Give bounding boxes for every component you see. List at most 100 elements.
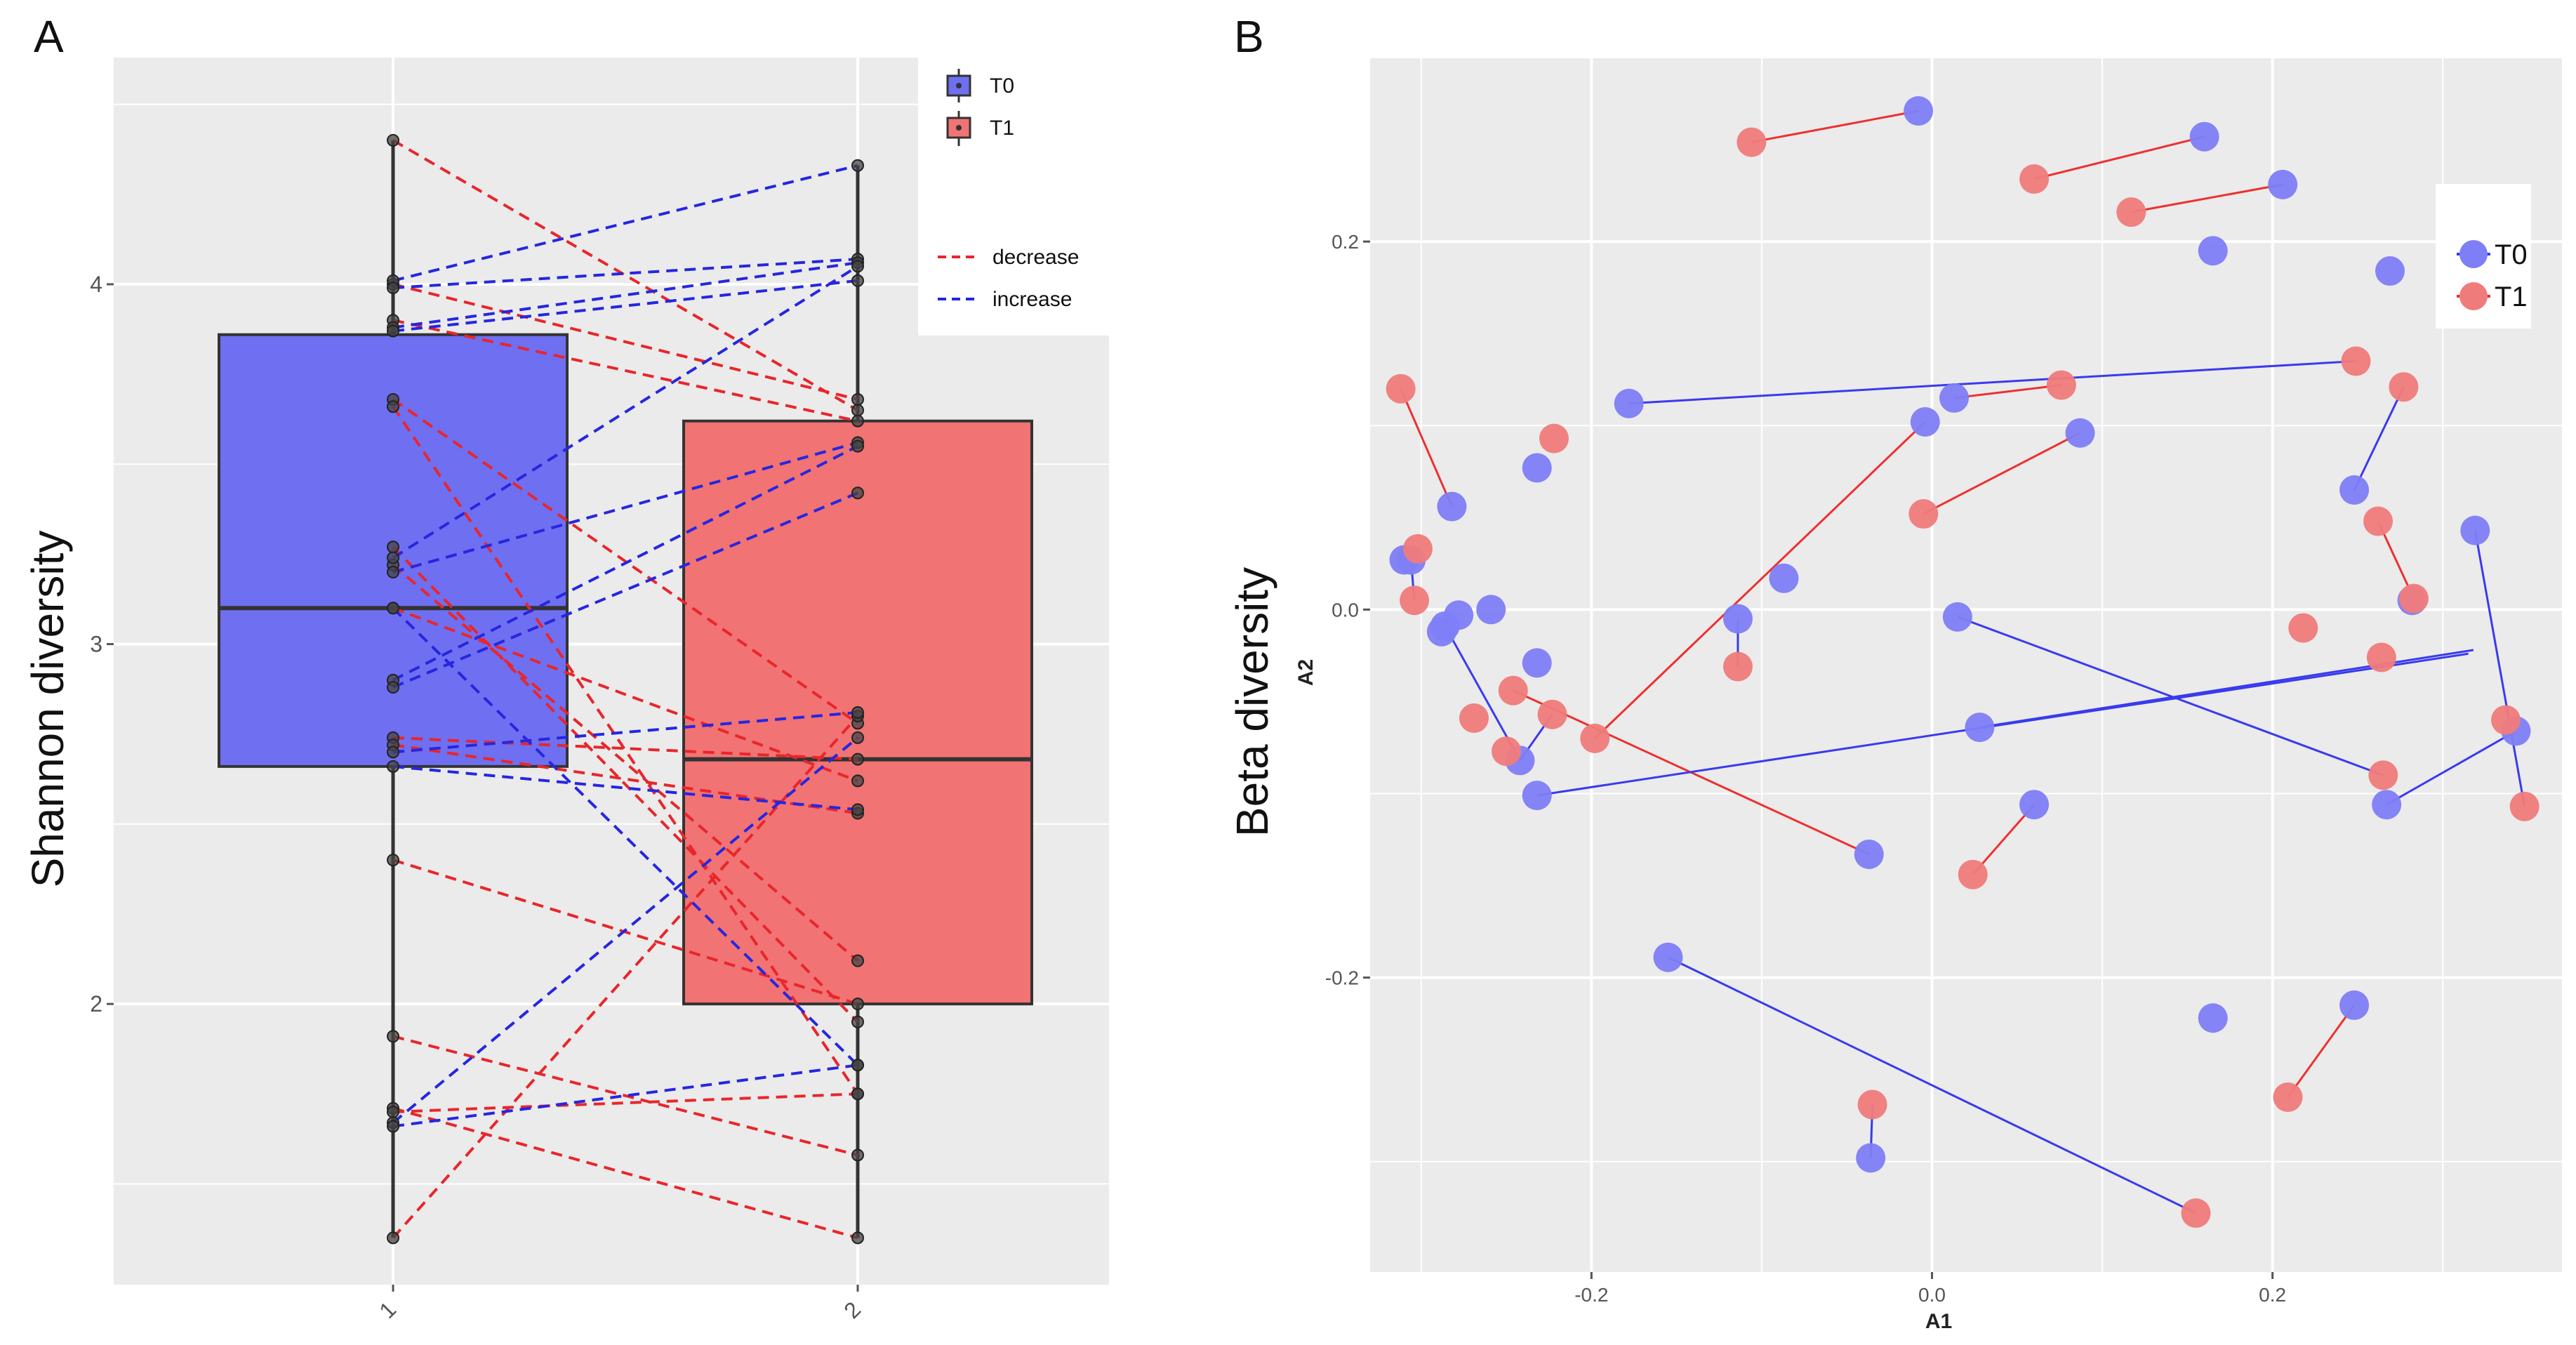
pair-line-increase [392,261,858,329]
point-t0 [2065,418,2095,448]
point-t0 [2460,515,2490,545]
legend-dot-b-t1 [2459,282,2488,310]
panel-b: B -0.2 0.0 0.2 -0.2 0.0 0.2 Beta diversity A… [1227,11,2562,1333]
point-t0 [1939,383,1970,413]
point-t1 [851,404,864,417]
pair-line-increase [392,164,858,282]
panel-a-legend: T0 T1 decrease increase [918,58,1109,336]
point-t0 [1910,407,1940,437]
segment-t1 [2287,1005,2356,1098]
panel-b-side-label: Beta diversity [1227,567,1277,837]
point-t1 [1722,651,1753,682]
point-t0 [1942,602,1972,632]
point-t1 [851,753,864,766]
point-t1 [851,414,864,428]
point-t1 [1580,723,1610,753]
pair-line-decrease [392,607,858,783]
point-t1 [1539,423,1569,453]
point-t0 [1769,563,1799,593]
point-t0 [2268,169,2298,199]
segment-t0 [1628,360,2356,405]
pair-line-decrease [392,398,859,724]
segment-t1 [1953,384,2062,399]
segment-t1 [2131,183,2283,213]
point-t1 [851,774,864,788]
pair-line-decrease [392,715,859,1239]
point-t1 [2273,1082,2303,1112]
point-t1 [1459,703,1489,734]
point-t0 [2189,121,2219,152]
segment-t1 [1751,110,1919,144]
x-tick-label: 2 [839,1297,865,1323]
panel-a-legend-background [918,58,1109,336]
point-t1 [2181,1198,2211,1228]
point-t1 [1386,373,1416,404]
legend-label-decrease: decrease [992,246,1079,269]
point-t0 [1522,781,1552,811]
point-t1 [1537,699,1567,729]
point-t1 [1492,736,1522,767]
segment-t0 [1667,956,2197,1214]
point-t0 [387,1120,399,1133]
point-t1 [851,1015,864,1028]
point-t0 [387,133,399,147]
panel-a-pair-lines [392,139,859,1240]
point-t1 [851,1087,864,1101]
pair-line-increase [392,1064,858,1128]
legend-label-t1: T1 [990,117,1014,140]
point-t0 [387,541,399,554]
segment-t1 [1923,432,2081,515]
point-t0 [387,551,399,564]
panel-b-points [1386,96,2540,1228]
legend-key-t1 [946,111,971,146]
segment-t0 [2386,730,2517,806]
point-t1 [851,1231,864,1245]
point-t0 [1653,942,1683,972]
point-t1 [851,1148,864,1162]
x-tick-label: -0.2 [1574,1284,1608,1306]
segment-t1 [1594,420,1926,739]
legend-key-b-t0 [2457,240,2490,268]
pair-line-decrease [392,139,859,412]
pair-line-increase [392,265,859,559]
panel-a-y-axis-title: Shannon diversity [22,531,73,888]
segment-t0 [2474,530,2526,807]
pair-line-decrease [392,1035,858,1157]
legend-label-t0: T0 [990,74,1014,98]
point-t1 [851,486,864,500]
pair-line-increase [392,710,858,754]
y-tick-label: 0.2 [1332,231,1359,253]
legend-label-increase: increase [992,288,1072,311]
point-t1 [2389,372,2419,402]
pair-line-increase [392,736,859,1124]
point-t1 [851,998,864,1011]
point-t1 [2019,164,2050,194]
x-tick-label: 1 [374,1297,401,1323]
legend-key-b-t1 [2457,282,2490,310]
pair-line-decrease [392,283,858,401]
point-t1 [2398,583,2429,614]
point-t0 [2198,1003,2228,1033]
panel-b-legend: T0 T1 [2436,184,2531,329]
point-t0 [1722,604,1753,634]
legend-key-t0 [946,69,971,102]
point-t0 [2372,790,2402,820]
point-t1 [2363,506,2394,536]
point-t1 [851,1059,864,1072]
point-t1 [2509,791,2540,821]
y-tick-label: 4 [90,272,102,297]
point-t1 [1400,585,1430,616]
point-t1 [851,954,864,967]
point-t1 [851,731,864,744]
panel-a-points [387,133,864,1245]
point-t1 [851,705,864,719]
point-t1 [1498,675,1528,705]
point-t0 [2375,256,2405,286]
legend-dot-b-t0 [2459,240,2488,268]
point-t0 [387,1231,399,1245]
point-t0 [1965,713,1995,743]
point-t0 [1522,648,1552,678]
point-t1 [2366,642,2396,672]
point-t0 [387,1105,399,1118]
